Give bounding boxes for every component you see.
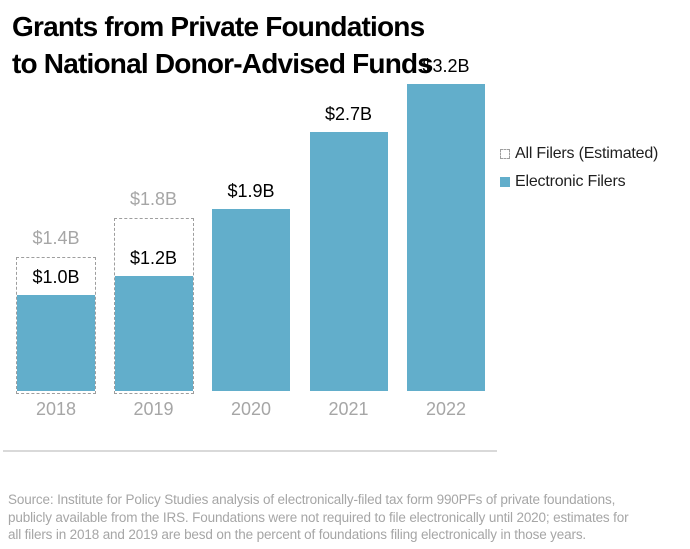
electronic-value-label: $1.2B	[129, 248, 178, 268]
estimated-value-label: $1.4B	[32, 228, 80, 248]
legend-label-electronic-filers: Electronic Filers	[515, 172, 626, 190]
electronic-bar	[212, 209, 290, 391]
estimated-range-box	[16, 257, 96, 394]
source-note: Source: Institute for Policy Studies ana…	[8, 491, 690, 544]
electronic-bar	[17, 295, 95, 391]
electronic-value-label: $1.0B	[32, 267, 80, 287]
year-label: 2020	[230, 399, 272, 419]
electronic-bar	[114, 276, 193, 391]
legend-item-all-filers: All Filers (Estimated)	[500, 144, 658, 163]
electronic-bar	[407, 84, 485, 391]
x-axis-line	[3, 450, 497, 452]
chart-area: $1.4B $1.0B 2018 $1.8B $1.2B 2019 $1.9B …	[3, 56, 658, 452]
electronic-value-label: $1.9B	[227, 181, 275, 201]
title-line-1: Grants from Private Foundations	[12, 11, 425, 42]
year-label: 2022	[425, 399, 467, 419]
source-line-3: all filers in 2018 and 2019 are besd on …	[8, 527, 587, 542]
source-line-2: publicly available from the IRS. Foundat…	[8, 509, 629, 525]
estimated-range-box	[113, 218, 194, 394]
estimated-value-label: $1.8B	[129, 189, 178, 209]
year-label: 2021	[328, 399, 369, 419]
title-line-2: to National Donor-Advised Funds	[12, 48, 433, 79]
dashed-box-swatch-icon	[500, 148, 510, 159]
electronic-bar	[309, 132, 388, 391]
legend-label-all-filers: All Filers (Estimated)	[515, 144, 659, 162]
legend-item-electronic-filers: Electronic Filers	[500, 172, 658, 191]
year-label: 2019	[133, 399, 174, 419]
electronic-value-label: $3.2B	[422, 56, 470, 76]
source-line-1: Source: Institute for Policy Studies ana…	[8, 492, 616, 507]
page-title: Grants from Private Foundations to Natio…	[12, 8, 433, 82]
year-label: 2018	[35, 399, 77, 419]
electronic-value-label: $2.7B	[324, 104, 373, 124]
solid-blue-swatch-icon	[500, 176, 510, 187]
legend: All Filers (Estimated) Electronic Filers	[500, 144, 658, 200]
